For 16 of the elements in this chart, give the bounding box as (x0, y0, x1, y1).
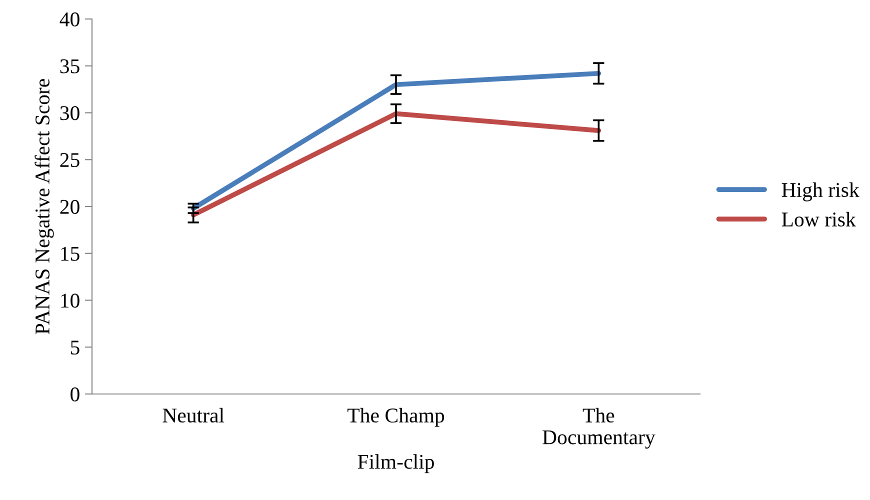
y-tick-label: 15 (61, 246, 80, 261)
x-tick-label: The Champ (347, 408, 444, 427)
y-tick-label: 35 (60, 59, 80, 74)
y-tick-label: 20 (60, 200, 80, 214)
x-tick-label: Neutral (162, 408, 224, 423)
legend-label: High risk (782, 182, 860, 202)
x-axis-title: Film-clip (358, 454, 434, 474)
x-tick-label: The Documentary (542, 408, 656, 449)
y-tick-label: 0 (70, 387, 80, 402)
y-tick-label: 30 (60, 106, 80, 120)
y-tick-label: 10 (61, 294, 80, 308)
y-axis-title: PANAS Negative Affect Score (34, 79, 54, 334)
y-tick-label: 40 (60, 12, 80, 26)
y-tick-label: 25 (60, 153, 80, 168)
y-tick-label: 5 (70, 340, 80, 355)
legend-label: Low risk (782, 212, 856, 227)
